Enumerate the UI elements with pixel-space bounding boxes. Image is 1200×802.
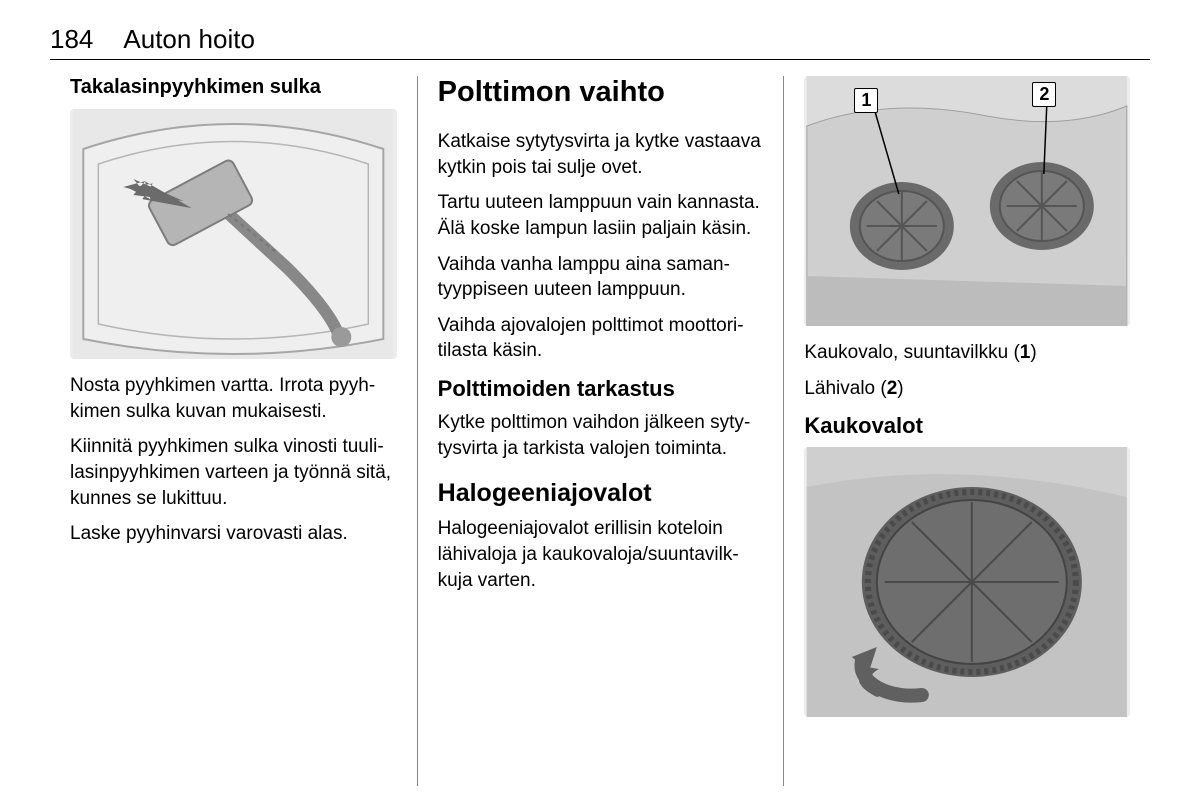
- col1-p1: Nosta pyyhkimen vartta. Irrota pyyh­kime…: [70, 373, 397, 424]
- col2-heading-main: Polttimon vaihto: [438, 76, 764, 109]
- content-columns: Takalasinpyyhkimen sulka Nosta pyyhkimen…: [50, 76, 1150, 786]
- column-2: Polttimon vaihto Katkaise sytytysvirta j…: [417, 76, 784, 786]
- col1-p2: Kiinnitä pyyhkimen sulka vinosti tuuli­l…: [70, 434, 397, 511]
- col2-p5: Kytke polttimon vaihdon jälkeen syty­tys…: [438, 410, 764, 461]
- caption-1-post: ): [1030, 342, 1036, 363]
- caption-2-pre: Lähivalo (: [804, 378, 886, 399]
- col2-heading-sec: Halogeeniajovalot: [438, 479, 764, 508]
- col2-p2: Tartu uuteen lamppuun vain kannasta. Älä…: [438, 190, 764, 241]
- column-1: Takalasinpyyhkimen sulka Nosta pyyhkimen…: [50, 76, 417, 786]
- col2-p4: Vaihda ajovalojen polttimot moottori­til…: [438, 313, 764, 364]
- callout-1: 1: [854, 88, 878, 113]
- col1-p3: Laske pyyhinvarsi varovasti alas.: [70, 521, 397, 547]
- figure-headlight-caps: 1 2: [804, 76, 1130, 326]
- caption-2-post: ): [897, 378, 903, 399]
- caption-1-num: 1: [1020, 342, 1031, 363]
- col3-heading-sub: Kaukovalot: [804, 413, 1130, 439]
- callout-2: 2: [1032, 82, 1056, 107]
- caption-1-pre: Kaukovalo, suuntavilkku (: [804, 342, 1019, 363]
- figure-highbeam-cap: [804, 447, 1130, 717]
- figure-wiper-blade: [70, 109, 397, 359]
- col2-p3: Vaihda vanha lamppu aina saman­tyyppisee…: [438, 252, 764, 303]
- col1-heading: Takalasinpyyhkimen sulka: [70, 76, 397, 99]
- page-header: 184 Auton hoito: [50, 24, 1150, 60]
- col2-p1: Katkaise sytytysvirta ja kytke vastaava …: [438, 129, 764, 180]
- page-number: 184: [50, 24, 93, 55]
- column-3: 1 2 Kaukovalo, suuntavilkku (1) Lähivalo…: [783, 76, 1150, 786]
- chapter-title: Auton hoito: [123, 24, 255, 55]
- caption-2: Lähivalo (2): [804, 376, 1130, 402]
- col2-heading-sub1: Polttimoiden tarkastus: [438, 376, 764, 402]
- col2-p6: Halogeeniajovalot erillisin koteloin läh…: [438, 516, 764, 593]
- caption-2-num: 2: [887, 378, 898, 399]
- caption-1: Kaukovalo, suuntavilkku (1): [804, 340, 1130, 366]
